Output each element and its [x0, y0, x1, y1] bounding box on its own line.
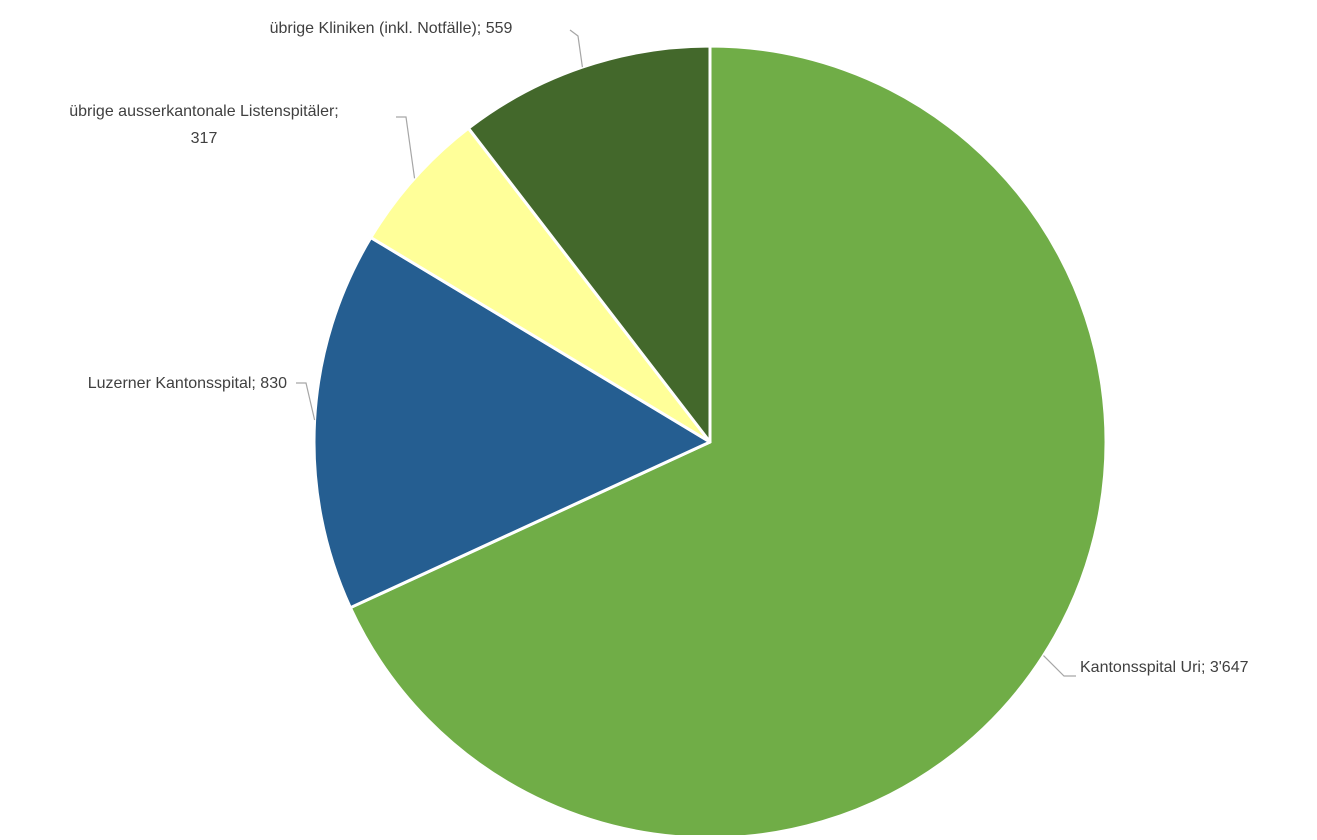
leader-line-1 — [296, 382, 316, 421]
leader-line-0 — [1043, 655, 1076, 677]
pie-slices — [312, 44, 1108, 840]
pie-slice-kantonsspital-uri — [348, 44, 1108, 840]
data-label-uebrige-kliniken: übrige Kliniken (inkl. Notfälle); 559 — [270, 20, 513, 37]
data-labels: Kantonsspital Uri; 3'647 Luzerner Kanton… — [69, 20, 1248, 676]
leader-line-2 — [396, 116, 416, 179]
data-label-uebrige-ausserkantonale-line1: übrige ausserkantonale Listenspitäler; — [69, 103, 339, 120]
data-label-luzerner-kantonsspital: Luzerner Kantonsspital; 830 — [88, 375, 287, 392]
data-label-uebrige-ausserkantonale-line2: 317 — [191, 130, 218, 147]
leader-line-3 — [569, 29, 583, 68]
leader-lines — [296, 29, 1076, 677]
pie-slice-übrige-ausserkantonale-listenspitäler — [369, 126, 712, 444]
data-label-kantonsspital-uri: Kantonsspital Uri; 3'647 — [1080, 659, 1249, 676]
